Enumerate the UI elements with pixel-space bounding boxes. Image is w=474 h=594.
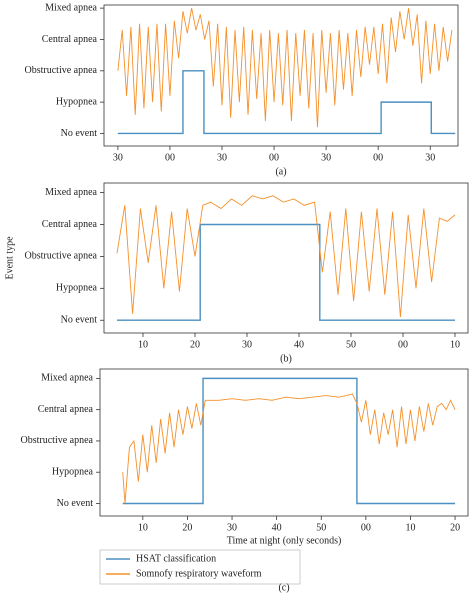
y-tick-label: Mixed apnea xyxy=(45,187,97,198)
series-line xyxy=(122,393,456,504)
y-tick-label: No event xyxy=(61,315,98,326)
x-tick-label: 30 xyxy=(227,522,237,533)
x-tick-label: 00 xyxy=(398,339,408,350)
x-tick-label: 10 xyxy=(450,339,460,350)
legend-label: HSAT classification xyxy=(136,553,216,564)
x-tick-label: 10 xyxy=(405,522,415,533)
y-tick-label: Mixed apnea xyxy=(41,373,93,384)
panel-caption: (a) xyxy=(275,166,286,177)
series-line xyxy=(116,195,456,318)
series-line xyxy=(122,377,456,505)
x-tick-label: 00 xyxy=(165,152,175,163)
y-axis-label: Event type xyxy=(4,236,15,280)
x-tick-label: 00 xyxy=(373,152,383,163)
y-tick-label: Central apnea xyxy=(38,404,94,415)
x-tick-label: 30 xyxy=(113,152,123,163)
x-tick-label: 20 xyxy=(190,339,200,350)
y-tick-label: Hypopnea xyxy=(56,283,98,294)
x-tick-label: 50 xyxy=(346,339,356,350)
x-tick-label: 30 xyxy=(425,152,435,163)
x-axis-label: Time at night (only seconds) xyxy=(227,535,342,546)
x-tick-label: 30 xyxy=(321,152,331,163)
y-tick-label: No event xyxy=(57,498,94,509)
y-tick-label: No event xyxy=(61,128,98,139)
plot-frame xyxy=(103,4,459,147)
y-tick-label: Central apnea xyxy=(42,34,98,45)
panel-caption: (b) xyxy=(280,353,292,364)
legend-box xyxy=(99,549,301,585)
panel-caption: (c) xyxy=(278,582,289,593)
series-line xyxy=(117,70,456,135)
legend: HSAT classification Somnofy respiratory w… xyxy=(99,549,301,585)
y-tick-label: Hypopnea xyxy=(56,96,98,107)
y-tick-label: Obstructive apnea xyxy=(25,65,98,76)
series-line xyxy=(117,223,455,321)
y-tick-label: Obstructive apnea xyxy=(25,251,98,262)
y-tick-label: Hypopnea xyxy=(52,467,94,478)
y-tick-label: Central apnea xyxy=(42,219,98,230)
plot-frame xyxy=(99,368,469,517)
x-tick-label: 50 xyxy=(316,522,326,533)
y-tick-label: Mixed apnea xyxy=(45,2,97,13)
x-tick-label: 00 xyxy=(361,522,371,533)
x-tick-label: 20 xyxy=(182,522,192,533)
x-tick-label: 30 xyxy=(242,339,252,350)
y-tick-label: Obstructive apnea xyxy=(21,435,94,446)
x-tick-label: 40 xyxy=(272,522,282,533)
x-tick-label: 20 xyxy=(450,522,460,533)
x-tick-label: 10 xyxy=(138,522,148,533)
legend-label: Somnofy respiratory waveform xyxy=(136,568,262,579)
x-tick-label: 30 xyxy=(217,152,227,163)
series-line xyxy=(117,8,453,128)
x-tick-label: 10 xyxy=(138,339,148,350)
x-tick-label: 40 xyxy=(294,339,304,350)
x-tick-label: 00 xyxy=(269,152,279,163)
plot-frame xyxy=(103,182,469,334)
